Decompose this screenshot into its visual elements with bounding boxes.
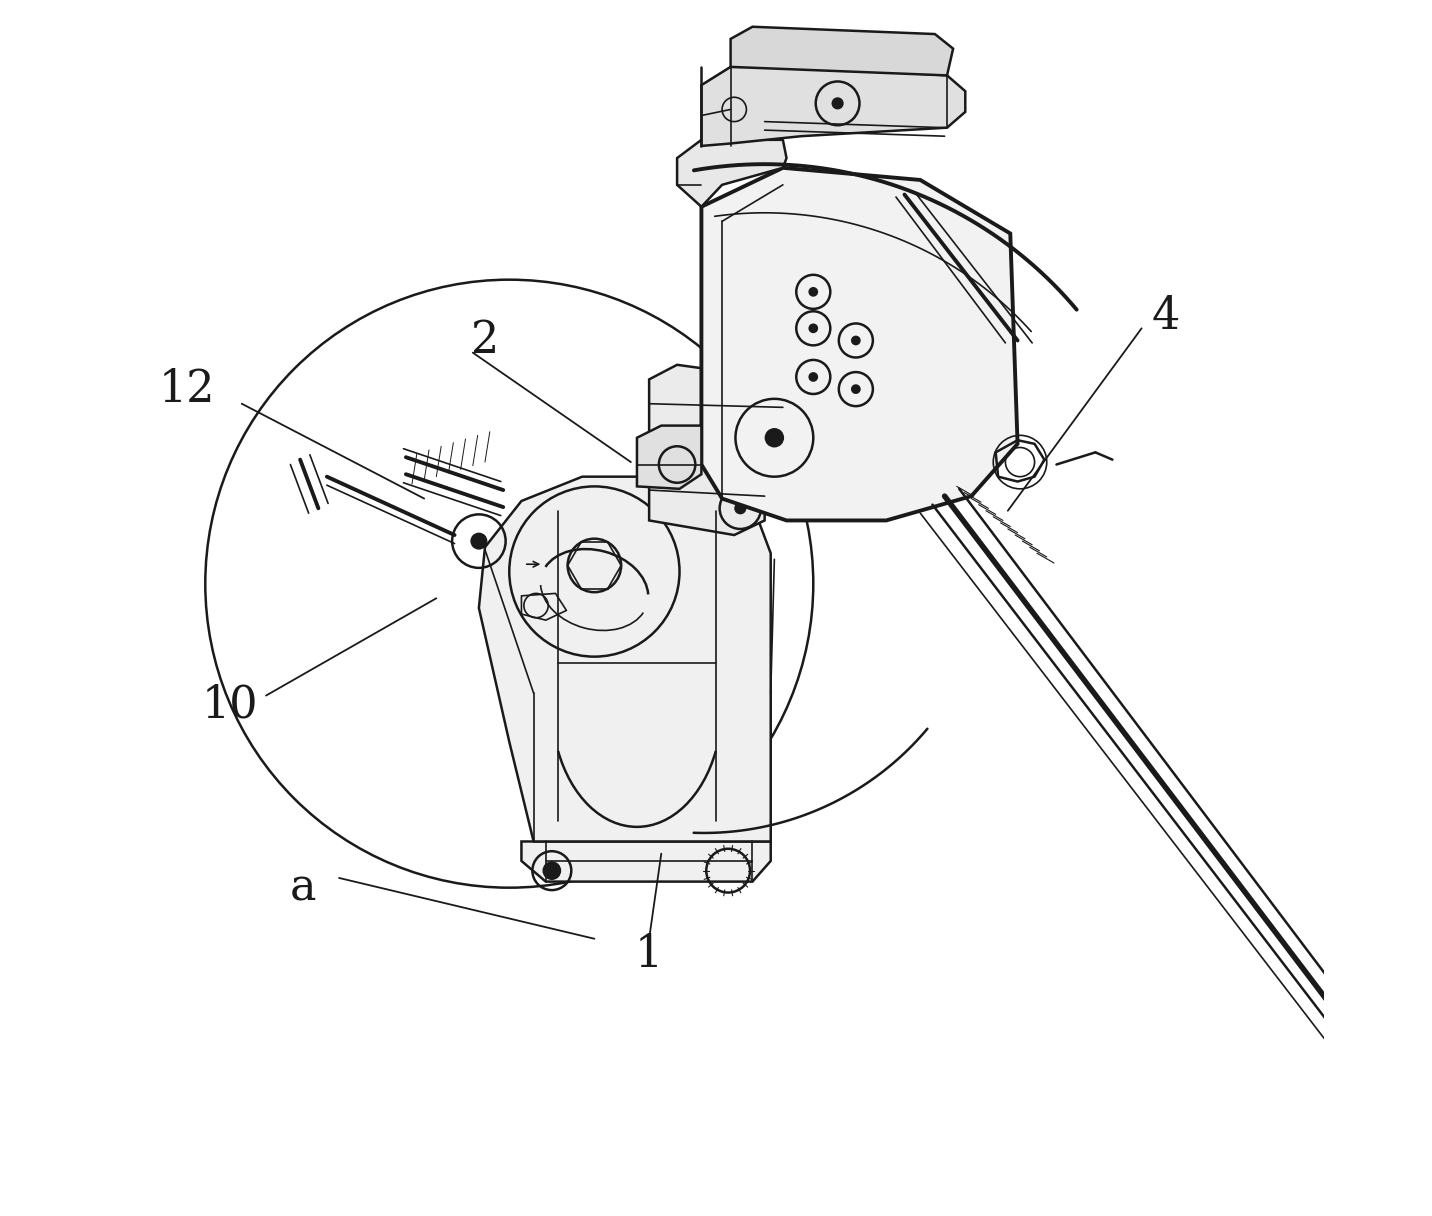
- Circle shape: [809, 287, 818, 297]
- Polygon shape: [702, 67, 965, 146]
- Circle shape: [543, 862, 560, 879]
- Circle shape: [809, 323, 818, 333]
- Circle shape: [851, 384, 861, 394]
- Circle shape: [765, 428, 785, 447]
- Circle shape: [735, 502, 746, 514]
- Circle shape: [809, 372, 818, 382]
- Text: 12: 12: [159, 367, 215, 411]
- Text: 4: 4: [1151, 294, 1180, 338]
- Polygon shape: [649, 447, 765, 535]
- Circle shape: [832, 97, 843, 109]
- Polygon shape: [649, 365, 783, 440]
- Text: 1: 1: [634, 933, 663, 976]
- Polygon shape: [677, 140, 786, 207]
- Text: 2: 2: [471, 319, 500, 362]
- Text: 10: 10: [202, 683, 258, 727]
- Circle shape: [470, 533, 487, 550]
- Polygon shape: [637, 426, 702, 489]
- Circle shape: [851, 336, 861, 345]
- Text: a: a: [289, 866, 316, 910]
- Polygon shape: [521, 841, 770, 882]
- Polygon shape: [478, 477, 770, 841]
- Polygon shape: [702, 168, 1018, 520]
- Polygon shape: [730, 27, 954, 75]
